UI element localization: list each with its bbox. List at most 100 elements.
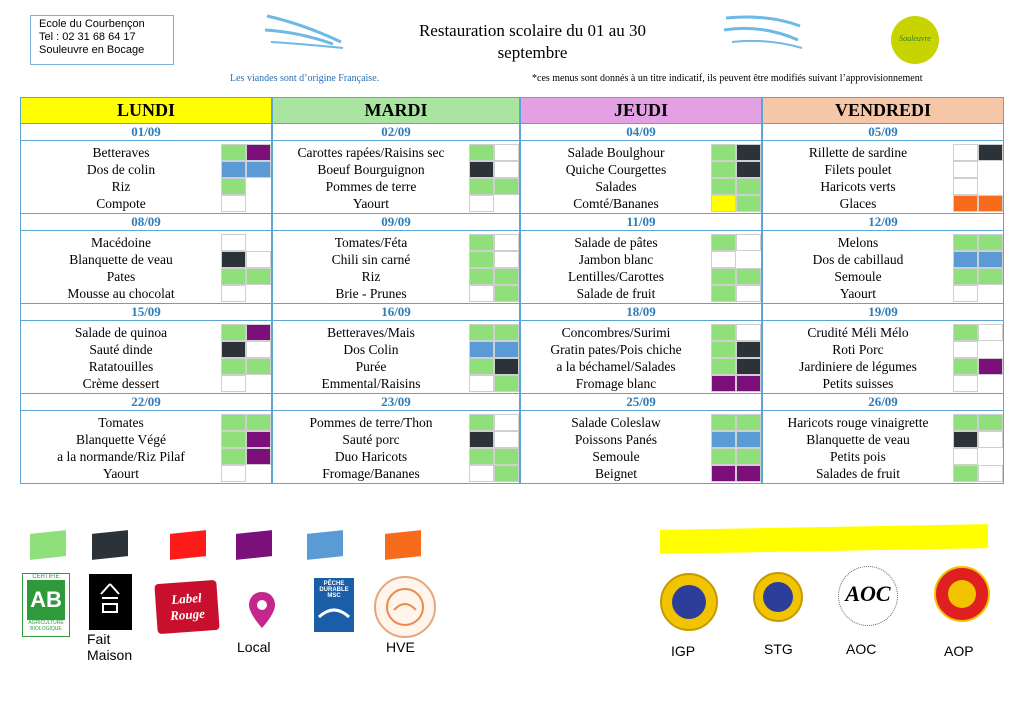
label-swatch: [221, 178, 246, 195]
label-rouge-text: Label Rouge: [169, 589, 206, 624]
stg-seal-icon: [753, 572, 803, 622]
label-swatch: [221, 251, 246, 268]
school-phone: Tel : 02 31 68 64 17: [39, 31, 136, 43]
label-swatch: [494, 285, 519, 302]
label-swatch: [736, 195, 761, 212]
label-swatch: [711, 195, 736, 212]
dish-item: Jambon blanc: [578, 252, 654, 267]
dish-item: Betteraves/Mais: [327, 325, 415, 340]
label-swatch: [246, 161, 271, 178]
day-header-jeudi: JEUDI: [520, 97, 762, 124]
legend-swatch-bio: [30, 530, 66, 560]
label-swatch: [469, 195, 494, 212]
label-swatch: [736, 144, 761, 161]
page-title-line2: septembre: [497, 43, 568, 62]
label-swatch: [711, 375, 736, 392]
label-swatch: [978, 234, 1003, 251]
yellow-highlight-bar: [660, 524, 988, 554]
label-swatch: [953, 268, 978, 285]
label-swatch: [221, 375, 246, 392]
dish-item: Semoule: [592, 449, 640, 464]
label-swatch: [469, 358, 494, 375]
disclaimer-note: *ces menus sont donnés à un titre indica…: [532, 73, 923, 84]
menu-cell: Betteraves/Mais Dos Colin Purée Emmental/Ra…: [272, 321, 520, 394]
label-swatch: [953, 448, 978, 465]
label-swatch: [953, 195, 978, 212]
label-swatch: [711, 268, 736, 285]
menu-cell: Melons Dos de cabillaud Semoule Yaourt: [762, 231, 1004, 304]
label-swatch: [711, 178, 736, 195]
dish-item: Boeuf Bourguignon: [317, 162, 425, 177]
label-swatch: [494, 178, 519, 195]
label-swatch: [978, 144, 1003, 161]
dish-item: Poissons Panés: [574, 432, 658, 447]
legend-swatch-fait-maison: [92, 530, 128, 560]
label-swatch: [494, 341, 519, 358]
label-swatch: [953, 465, 978, 482]
label-swatch: [736, 234, 761, 251]
label-swatch: [221, 431, 246, 448]
dish-item: Salade de quinoa: [74, 325, 168, 340]
label-swatch: [469, 268, 494, 285]
label-swatch: [221, 285, 246, 302]
menu-date: 16/09: [272, 304, 520, 321]
label-swatch: [736, 324, 761, 341]
meat-origin-note: Les viandes sont d’origine Française.: [230, 73, 380, 84]
label-swatch: [494, 251, 519, 268]
dish-item: Crème dessert: [82, 376, 160, 391]
label-swatch: [953, 431, 978, 448]
dish-item: Macédoine: [91, 235, 151, 250]
label-swatch: [953, 375, 978, 392]
dish-item: Salades de fruit: [816, 466, 900, 481]
dish-item: Pommes de terre: [325, 179, 417, 194]
label-swatch: [221, 268, 246, 285]
label-swatch: [246, 324, 271, 341]
label-swatch: [978, 251, 1003, 268]
label-swatch: [469, 161, 494, 178]
label-swatch: [494, 358, 519, 375]
label-swatch: [736, 448, 761, 465]
dish-item: Blanquette de veau: [806, 432, 910, 447]
label-swatch: [978, 414, 1003, 431]
dish-item: Filets poulet: [824, 162, 892, 177]
school-name: Ecole du Courbençon: [39, 18, 145, 30]
label-swatch: [221, 161, 246, 178]
dish-item: Glaces: [839, 196, 877, 211]
legend-label-local: Local: [237, 639, 271, 655]
dish-item: Dos de colin: [86, 162, 156, 177]
dish-item: Brie - Prunes: [335, 286, 407, 301]
label-swatch: [221, 465, 246, 482]
day-header-vendredi: VENDREDI: [762, 97, 1004, 124]
ab-bio-logo-icon: CERTIFIÉ AB AGRICULTURE BIOLOGIQUE: [22, 573, 70, 637]
label-swatch: [246, 448, 271, 465]
dish-item: Salades: [595, 179, 637, 194]
dish-item: Purée: [355, 359, 387, 374]
dish-item: Betteraves: [92, 145, 150, 160]
dish-item: Chili sin carné: [331, 252, 411, 267]
label-swatch: [978, 324, 1003, 341]
label-rouge-logo-icon: Label Rouge: [154, 579, 220, 635]
label-swatch: [978, 358, 1003, 375]
dish-item: Melons: [837, 235, 879, 250]
label-swatch: [711, 465, 736, 482]
label-swatch: [736, 178, 761, 195]
legend-swatch-hve: [385, 530, 421, 560]
dish-item: Pommes de terre/Thon: [309, 415, 433, 430]
dish-item: Compote: [96, 196, 146, 211]
label-swatch: [953, 285, 978, 302]
dish-item: Tomates: [98, 415, 144, 430]
dish-item: Yaourt: [102, 466, 140, 481]
label-swatch: [953, 324, 978, 341]
label-swatch: [494, 324, 519, 341]
dish-item: Jardiniere de légumes: [799, 359, 917, 374]
dish-item: Sauté porc: [342, 432, 400, 447]
dish-item: Ratatouilles: [88, 359, 154, 374]
dish-item: Gratin pates/Pois chiche: [550, 342, 682, 357]
menu-date: 08/09: [20, 214, 272, 231]
menu-date: 26/09: [762, 394, 1004, 411]
label-swatch: [711, 414, 736, 431]
label-swatch: [711, 431, 736, 448]
dish-item: Salade de fruit: [576, 286, 656, 301]
label-swatch: [494, 268, 519, 285]
seal-label-aoc: AOC: [846, 641, 877, 657]
